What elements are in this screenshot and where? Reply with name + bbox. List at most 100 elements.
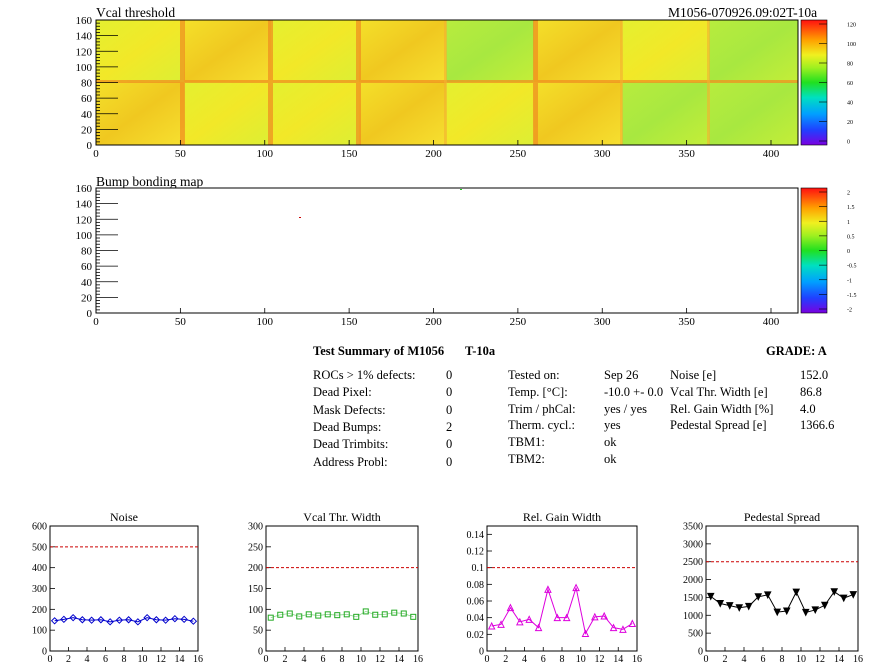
palette-label: 120 bbox=[847, 23, 856, 29]
data-point bbox=[497, 620, 505, 628]
data-point bbox=[619, 625, 627, 633]
data-point bbox=[324, 611, 331, 618]
roc-chart-3: Pedestal Spread 0 2 4 6 8 10 12 14 16 0 500 1000 1500… bbox=[683, 510, 863, 665]
summary-label: Therm. cycl.: bbox=[508, 418, 575, 433]
x-tick-label: 4 bbox=[522, 654, 527, 665]
data-point bbox=[735, 604, 744, 612]
x-tick-label: 200 bbox=[425, 148, 442, 160]
data-point bbox=[487, 621, 496, 630]
data-point bbox=[506, 603, 515, 612]
summary-value: ok bbox=[604, 435, 617, 450]
plot-frame bbox=[486, 525, 638, 652]
x-tick-label: 100 bbox=[257, 148, 274, 160]
y-tick-label: 0.02 bbox=[467, 630, 485, 641]
palette-label: 0 bbox=[847, 140, 850, 146]
data-point bbox=[161, 616, 170, 624]
data-point bbox=[277, 611, 284, 618]
y-tick-label: 0.06 bbox=[467, 597, 485, 608]
x-tick-label: 2 bbox=[283, 654, 288, 665]
data-point bbox=[410, 613, 417, 620]
x-tick-label: 250 bbox=[510, 148, 527, 160]
x-tick-label: 14 bbox=[834, 654, 844, 665]
palette-label: 100 bbox=[847, 42, 856, 48]
dead-bump-marker bbox=[460, 189, 462, 190]
y-tick-label: 50 bbox=[253, 626, 263, 637]
roc-tiles bbox=[96, 20, 798, 145]
data-point bbox=[60, 615, 68, 624]
x-tick-label: 2 bbox=[723, 654, 728, 665]
data-point bbox=[553, 613, 562, 622]
x-tick-label: 2 bbox=[66, 654, 71, 665]
y-tick-label: 160 bbox=[76, 15, 93, 27]
summary-value: 2 bbox=[446, 419, 453, 434]
summary-value: 0 bbox=[446, 368, 453, 382]
chart-title: Noise bbox=[110, 510, 138, 524]
y-tick-label: 120 bbox=[76, 214, 93, 226]
data-point bbox=[69, 613, 77, 622]
data-point bbox=[572, 583, 580, 592]
palette-label: 0 bbox=[847, 249, 850, 255]
x-tick-label: 4 bbox=[85, 654, 90, 665]
data-point bbox=[581, 629, 590, 637]
palette-label: 0.5 bbox=[847, 234, 855, 240]
x-tick-label: 0 bbox=[264, 654, 269, 665]
palette-label: 20 bbox=[847, 120, 853, 126]
y-tick-label: 60 bbox=[81, 261, 93, 273]
data-point bbox=[180, 615, 188, 624]
y-tick-label: 100 bbox=[32, 626, 47, 637]
x-tick-label: 6 bbox=[761, 654, 766, 665]
data-point bbox=[725, 602, 734, 610]
x-tick-label: 400 bbox=[763, 316, 780, 328]
data-point bbox=[134, 618, 142, 626]
module-id: M1056-070926.09:02T-10a bbox=[668, 5, 818, 20]
x-tick-label: 16 bbox=[193, 654, 203, 665]
y-tick-label: 0.1 bbox=[472, 563, 485, 574]
data-point bbox=[152, 616, 161, 624]
x-tick-label: 10 bbox=[796, 654, 806, 665]
data-point bbox=[820, 601, 829, 610]
x-tick-label: 300 bbox=[594, 316, 611, 328]
y-tick-label: 0.08 bbox=[467, 580, 485, 591]
y-tick-label: 200 bbox=[32, 605, 47, 616]
y-tick-label: 80 bbox=[81, 246, 93, 258]
summary-value: 1366.6 bbox=[800, 418, 835, 433]
vcal-threshold-map: 0 50 100 150 200 250 300 350 4000204060801001201… bbox=[76, 15, 857, 160]
x-tick-label: 350 bbox=[678, 316, 695, 328]
y-tick-label: 300 bbox=[32, 584, 47, 595]
data-point bbox=[525, 615, 533, 623]
x-tick-label: 16 bbox=[413, 654, 423, 665]
y-tick-label: 0 bbox=[698, 647, 703, 658]
x-tick-label: 12 bbox=[815, 654, 825, 665]
data-point bbox=[609, 623, 618, 632]
summary-value: yes bbox=[604, 418, 621, 433]
x-tick-label: 300 bbox=[594, 148, 611, 160]
y-tick-label: 0 bbox=[87, 140, 93, 152]
palette-label: 1.5 bbox=[847, 205, 855, 211]
x-tick-label: 0 bbox=[704, 654, 709, 665]
y-tick-label: 250 bbox=[248, 542, 263, 553]
data-point bbox=[628, 619, 637, 627]
series-line bbox=[710, 590, 854, 614]
data-point bbox=[544, 585, 552, 593]
summary-value: -10.0 +- 0.0 bbox=[604, 384, 664, 399]
palette-label: 1 bbox=[847, 220, 850, 226]
summary-value: 86.8 bbox=[800, 384, 822, 399]
data-point bbox=[400, 610, 407, 617]
data-point bbox=[773, 608, 782, 617]
x-tick-label: 10 bbox=[356, 654, 366, 665]
x-tick-label: 6 bbox=[541, 654, 546, 665]
data-point bbox=[106, 618, 114, 626]
data-point bbox=[763, 591, 772, 600]
x-tick-label: 14 bbox=[394, 654, 404, 665]
y-tick-label: 120 bbox=[76, 46, 93, 58]
summary-label: Noise [e] bbox=[670, 368, 717, 382]
x-tick-label: 4 bbox=[742, 654, 747, 665]
summary-label: Dead Bumps: bbox=[313, 419, 382, 434]
x-tick-label: 12 bbox=[375, 654, 385, 665]
x-tick-label: 0 bbox=[93, 148, 99, 160]
palette-label: 60 bbox=[847, 81, 853, 87]
data-point bbox=[296, 613, 303, 620]
y-tick-label: 140 bbox=[76, 31, 93, 43]
x-tick-label: 400 bbox=[763, 148, 780, 160]
y-tick-label: 0 bbox=[479, 647, 484, 658]
